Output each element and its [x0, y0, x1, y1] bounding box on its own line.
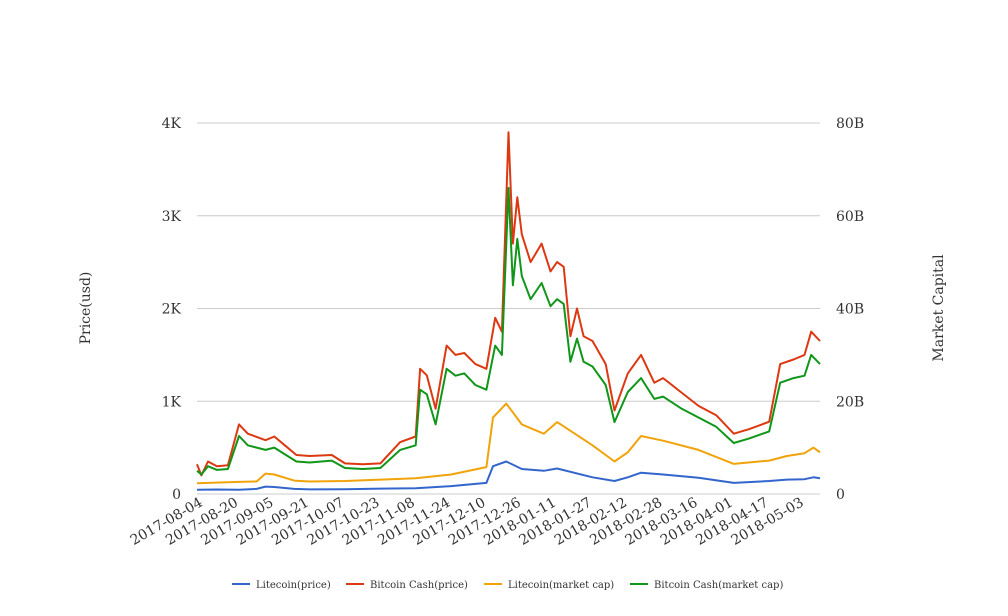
legend-item: Litecoin(price)	[232, 580, 331, 591]
right-tick-label: 60B	[836, 209, 864, 225]
right-tick-label: 80B	[836, 116, 864, 132]
legend-item: Litecoin(market cap)	[484, 580, 614, 591]
legend-label: Bitcoin Cash(market cap)	[654, 580, 783, 591]
left-tick-label: 0	[172, 487, 181, 503]
legend-label: Bitcoin Cash(price)	[370, 580, 468, 591]
right-tick-label: 20B	[836, 394, 864, 410]
series-lines	[196, 131, 821, 491]
right-tick-label: 0	[836, 487, 845, 503]
gridlines	[197, 122, 820, 495]
series-line-bitcoin-cash-price	[196, 131, 821, 477]
left-tick-label: 3K	[162, 209, 182, 225]
left-tick-label: 4K	[162, 116, 182, 132]
left-tick-label: 2K	[162, 302, 182, 318]
legend-label: Litecoin(price)	[256, 580, 331, 591]
series-line-bitcoin-cash-market-cap	[196, 186, 821, 476]
legend: Litecoin(price) Bitcoin Cash(price) Liteco…	[232, 580, 783, 591]
legend-item: Bitcoin Cash(market cap)	[630, 580, 783, 591]
right-tick-label: 40B	[836, 302, 864, 318]
series-line-litecoin-price	[196, 460, 821, 491]
right-axis-title: Market Capital	[931, 254, 947, 362]
series-line-litecoin-market-cap	[196, 402, 821, 485]
left-axis-title: Price(usd)	[78, 272, 94, 345]
left-tick-label: 1K	[162, 394, 182, 410]
left-y-axis-ticks: 0 1K 2K 3K 4K	[162, 116, 182, 503]
legend-item: Bitcoin Cash(price)	[346, 580, 468, 591]
right-y-axis-ticks: 0 20B 40B 60B 80B	[836, 116, 864, 503]
legend-label: Litecoin(market cap)	[508, 580, 614, 591]
x-axis-ticks: 2017-08-042017-08-202017-09-052017-09-21…	[128, 495, 807, 549]
